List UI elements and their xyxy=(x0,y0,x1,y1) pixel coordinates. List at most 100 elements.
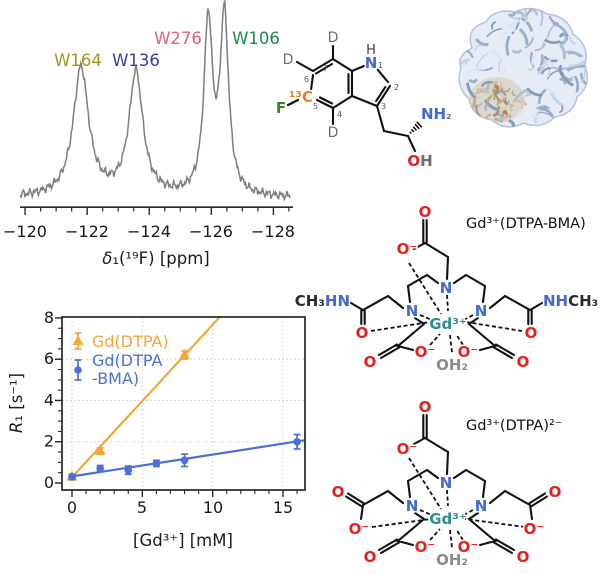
plot-frame xyxy=(61,316,306,491)
water-ligand-label: OH₂ xyxy=(436,356,468,374)
gadolinium-label: Gd³⁺ xyxy=(429,315,467,333)
oxygen-label: O xyxy=(364,548,377,566)
ligand-dot xyxy=(503,110,507,114)
legend-circle-marker xyxy=(74,366,82,374)
carboxylate-oxygen-label: O⁻ xyxy=(349,520,370,538)
ring-number-7: 7 xyxy=(323,64,328,73)
x-tick-5: 5 xyxy=(137,498,147,517)
plot-legend: Gd(DTPA) Gd(DTPA -BMA) xyxy=(72,332,169,388)
nmr-axis-ticks xyxy=(24,207,290,215)
peak-label-w106: W106 xyxy=(232,29,280,48)
carboxylate-oxygen-label: O⁻ xyxy=(415,538,436,556)
nmr-tick-labels: −120 −122 −124 −126 −128 xyxy=(3,222,295,241)
oxygen-label: O xyxy=(419,398,432,416)
oxygen-label: O xyxy=(419,203,432,221)
nitrogen-label: N xyxy=(440,279,453,297)
nmr-tick--120: −120 xyxy=(3,222,47,241)
y-tick-6: 6 xyxy=(44,349,54,368)
oxygen-label: O xyxy=(332,483,345,501)
ring-position-numbers: 1 2 3 4 5 6 7 xyxy=(304,61,399,119)
peak-label-w136: W136 xyxy=(112,51,160,70)
tryptophan-structure-panel: D D D F ¹³C N H NH₂ OH 1 2 3 4 5 6 7 xyxy=(274,29,453,172)
relaxivity-plot-panel: 0 5 10 15 0 2 4 6 8 R₁ [s⁻¹] [Gd³⁺] [mM]… xyxy=(7,308,306,550)
nmr-tick--128: −128 xyxy=(251,222,295,241)
carboxylate-oxygen-label: O⁻ xyxy=(397,440,418,458)
legend-triangle-marker xyxy=(72,335,84,345)
x-tick-15: 15 xyxy=(273,498,293,517)
nitrogen-label: N xyxy=(475,497,488,515)
water-ligand-label: OH₂ xyxy=(436,551,468,569)
bma-coordination-bonds xyxy=(370,262,523,354)
dtpa-bonds xyxy=(344,413,549,555)
legend-label-gd-dtpa-bma-2: -BMA) xyxy=(92,369,139,388)
x-tick-0: 0 xyxy=(67,498,77,517)
oxygen-label: O xyxy=(356,324,369,342)
carboxylate-oxygen-label: O⁻ xyxy=(458,343,479,361)
ligand-dot xyxy=(495,85,499,89)
left-amide-label: CH₃HN xyxy=(295,292,350,310)
bma-bonds xyxy=(349,218,544,360)
indole-nitrogen-label: N xyxy=(365,54,378,72)
oxygen-label: O xyxy=(364,353,377,371)
ring-number-5: 5 xyxy=(313,102,318,111)
gd-dtpa-bma-structure-panel: O O⁻ N N N CH₃HN NHCH₃ O O O⁻ O⁻ O O Gd³… xyxy=(293,202,600,376)
nmr-x-axis-label: δ₁(¹⁹F) [ppm] xyxy=(102,249,209,268)
trp-bonds xyxy=(286,44,417,153)
carboxylate-oxygen-label: O⁻ xyxy=(458,538,479,556)
right-amide-label: NHCH₃ xyxy=(543,292,598,310)
peak-label-w276: W276 xyxy=(154,29,202,48)
ring-number-6: 6 xyxy=(304,75,309,84)
y-tick-8: 8 xyxy=(44,308,54,327)
nmr-tick--122: −122 xyxy=(65,222,109,241)
y-tick-0: 0 xyxy=(44,473,54,492)
carboxylate-oxygen-label: O⁻ xyxy=(524,520,545,538)
deuterium-label-6: D xyxy=(283,52,294,68)
plot-y-tick-labels: 0 2 4 6 8 xyxy=(44,308,54,492)
oxygen-label: O xyxy=(525,324,538,342)
deuterium-label-4: D xyxy=(328,125,339,141)
nmr-spectrum-panel: W164 W136 W276 W106 −120 −122 −124 −126 … xyxy=(3,0,295,268)
ring-number-1: 1 xyxy=(378,61,383,70)
hydroxyl-label: OH xyxy=(407,152,432,170)
ring-number-2: 2 xyxy=(394,83,399,92)
nitrogen-label: N xyxy=(440,474,453,492)
gadolinium-label: Gd³⁺ xyxy=(429,510,467,528)
y-tick-2: 2 xyxy=(44,432,54,451)
ring-number-3: 3 xyxy=(381,102,386,111)
protein-tan-domain xyxy=(469,77,525,123)
dtpa-structure-title: Gd³⁺(DTPA)²⁻ xyxy=(466,418,562,434)
trp-wedge-bond xyxy=(409,121,423,134)
fluorine-label: F xyxy=(276,99,286,117)
nh-hydrogen-label: H xyxy=(366,43,376,58)
dtpa-coordination-bonds xyxy=(371,457,526,549)
plot-ticks xyxy=(55,317,298,497)
ring-number-4: 4 xyxy=(337,110,342,119)
nmr-tick--124: −124 xyxy=(127,222,171,241)
x-tick-10: 10 xyxy=(203,498,223,517)
plot-x-axis-label: [Gd³⁺] [mM] xyxy=(133,531,233,550)
carboxylate-oxygen-label: O⁻ xyxy=(415,343,436,361)
legend-label-gd-dtpa: Gd(DTPA) xyxy=(92,332,169,351)
oxygen-label: O xyxy=(517,548,530,566)
plot-data xyxy=(66,316,305,481)
legend-label-gd-dtpa-bma-1: Gd(DTPA xyxy=(92,351,163,370)
amine-label: NH₂ xyxy=(421,105,451,123)
deuterium-label-7: D xyxy=(328,30,339,46)
carbon13-label: ¹³C xyxy=(289,88,313,106)
y-tick-4: 4 xyxy=(44,390,54,409)
oxygen-label: O xyxy=(517,353,530,371)
gd-dtpa-structure-panel: O O⁻ N N N O O⁻ O O⁻ O⁻ O⁻ O O Gd³⁺ OH₂ … xyxy=(330,397,563,571)
nitrogen-label: N xyxy=(406,302,419,320)
plot-x-tick-labels: 0 5 10 15 xyxy=(67,498,293,517)
nitrogen-label: N xyxy=(406,497,419,515)
carboxylate-oxygen-label: O⁻ xyxy=(397,240,418,258)
nmr-tick--126: −126 xyxy=(189,222,233,241)
nitrogen-label: N xyxy=(475,302,488,320)
protein-cartoon-texture xyxy=(459,8,588,127)
nmr-trace xyxy=(19,0,291,202)
oxygen-label: O xyxy=(549,483,562,501)
bma-structure-title: Gd³⁺(DTPA-BMA) xyxy=(466,216,586,232)
plot-y-axis-label: R₁ [s⁻¹] xyxy=(7,373,26,433)
peak-label-w164: W164 xyxy=(54,51,102,70)
